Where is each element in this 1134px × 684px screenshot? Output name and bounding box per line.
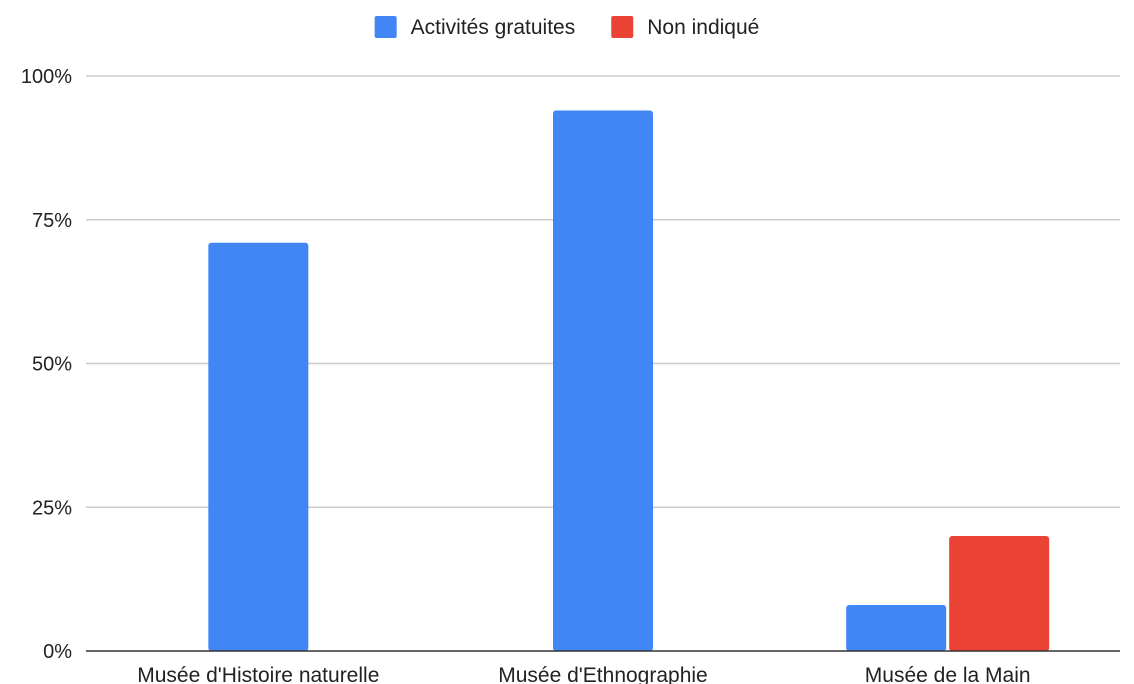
x-category-label: Musée d'Histoire naturelle xyxy=(137,664,379,684)
legend-swatch-non-indique xyxy=(611,16,634,38)
bar-non-indique-2 xyxy=(949,536,1050,651)
legend: Activités gratuites Non indiqué xyxy=(374,16,759,39)
legend-swatch-activites-gratuites xyxy=(374,16,397,38)
bar-activites-gratuites-0 xyxy=(208,242,309,651)
legend-label: Activités gratuites xyxy=(411,16,576,39)
legend-label: Non indiqué xyxy=(647,16,759,39)
y-tick-label: 100% xyxy=(21,66,72,88)
y-tick-label: 25% xyxy=(32,497,72,519)
bar-activites-gratuites-1 xyxy=(553,110,653,651)
y-tick-label: 0% xyxy=(43,641,72,663)
bars xyxy=(208,110,1050,651)
x-category-label: Musée d'Ethnographie xyxy=(498,664,708,684)
x-category-label: Musée de la Main xyxy=(865,664,1031,684)
x-axis: Musée d'Histoire naturelle Musée d'Ethnog… xyxy=(86,650,1120,684)
y-tick-label: 75% xyxy=(32,210,72,232)
y-tick-label: 50% xyxy=(32,354,72,376)
bar-activites-gratuites-2 xyxy=(846,605,947,651)
y-axis: 0% 25% 50% 75% 100% xyxy=(21,66,72,663)
